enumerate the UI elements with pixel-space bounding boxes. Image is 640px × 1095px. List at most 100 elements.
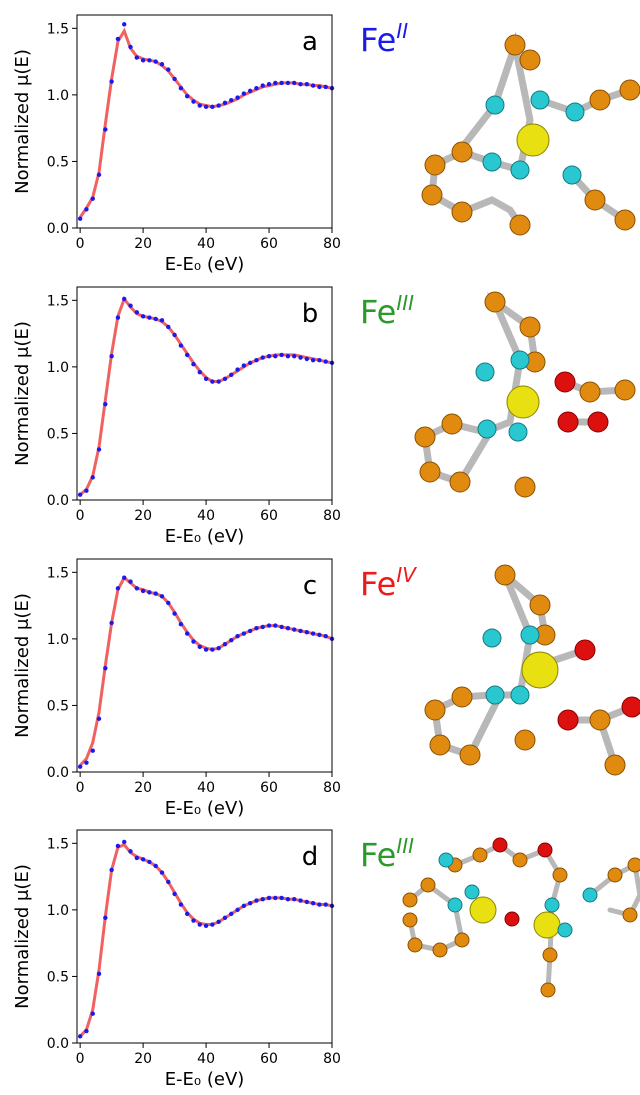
y-tick-label: 1.0 [47, 360, 69, 376]
data-point [254, 86, 258, 90]
data-point [97, 173, 101, 177]
plot-frame [77, 15, 332, 228]
data-point [311, 83, 315, 87]
data-point [135, 310, 139, 314]
data-point [78, 216, 82, 220]
data-point [210, 105, 214, 109]
data-point [154, 591, 158, 595]
data-point [154, 59, 158, 63]
data-point [135, 55, 139, 59]
atom [534, 912, 560, 938]
data-point [147, 860, 151, 864]
y-tick-label: 0.0 [47, 765, 69, 781]
data-point [279, 625, 283, 629]
data-point [103, 916, 107, 920]
data-point [166, 601, 170, 605]
data-point [141, 589, 145, 593]
figure: 0.00.51.01.5020406080aE-E₀ (eV)Normalize… [0, 0, 640, 1095]
data-point [216, 103, 220, 107]
y-tick-label: 0.5 [47, 154, 69, 170]
data-point [210, 647, 214, 651]
data-point [229, 98, 233, 102]
data-point [235, 908, 239, 912]
y-tick-label: 1.0 [47, 632, 69, 648]
data-point [147, 58, 151, 62]
x-tick-label: 60 [260, 508, 278, 524]
data-point [298, 898, 302, 902]
data-point [109, 868, 113, 872]
data-point [84, 488, 88, 492]
atom [522, 652, 558, 688]
plot-frame [77, 559, 332, 772]
data-point [160, 318, 164, 322]
data-point [242, 363, 246, 367]
data-point [78, 1034, 82, 1038]
data-point [317, 358, 321, 362]
data-point [317, 85, 321, 89]
y-axis-label: Normalized μ(E) [12, 593, 33, 738]
data-point [116, 37, 120, 41]
data-point [292, 81, 296, 85]
molecule [422, 35, 640, 235]
data-point [116, 586, 120, 590]
data-point [185, 912, 189, 916]
data-point [286, 626, 290, 630]
data-point [248, 629, 252, 633]
data-point [122, 297, 126, 301]
data-point [242, 91, 246, 95]
data-point [103, 666, 107, 670]
data-point [128, 579, 132, 583]
data-point [191, 362, 195, 366]
data-point [216, 379, 220, 383]
data-point [210, 379, 214, 383]
data-point [91, 749, 95, 753]
element: Fe [360, 293, 396, 331]
data-point [109, 79, 113, 83]
data-point [254, 626, 258, 630]
data-point [103, 127, 107, 131]
data-point [229, 912, 233, 916]
y-tick-label: 1.5 [47, 293, 69, 309]
data-point [128, 45, 132, 49]
data-point [273, 896, 277, 900]
data-point [166, 880, 170, 884]
y-tick-label: 0.5 [47, 698, 69, 714]
data-point [185, 94, 189, 98]
x-tick-label: 60 [260, 1051, 278, 1067]
data-point [286, 81, 290, 85]
molecule [415, 292, 635, 497]
data-point [223, 642, 227, 646]
data-point [172, 77, 176, 81]
data-point [273, 623, 277, 627]
x-tick-label: 60 [260, 236, 278, 252]
data-point [317, 902, 321, 906]
data-point [223, 916, 227, 920]
data-point [84, 1029, 88, 1033]
atom [507, 386, 539, 418]
data-point [279, 896, 283, 900]
data-point [191, 918, 195, 922]
atom [470, 897, 496, 923]
fit-line [80, 299, 332, 495]
fit-line [80, 31, 332, 217]
data-point [305, 82, 309, 86]
y-tick-label: 1.5 [47, 565, 69, 581]
x-axis-label: E-E₀ (eV) [165, 798, 245, 819]
data-point [154, 317, 158, 321]
molecule [425, 565, 640, 775]
y-tick-label: 1.5 [47, 836, 69, 852]
species-label: FeII [360, 19, 408, 59]
data-point [324, 634, 328, 638]
x-tick-label: 60 [260, 780, 278, 796]
y-tick-label: 0.0 [47, 1036, 69, 1052]
data-point [141, 314, 145, 318]
atoms [403, 838, 640, 997]
data-point [210, 922, 214, 926]
data-point [216, 920, 220, 924]
x-tick-label: 0 [76, 780, 85, 796]
data-point [324, 85, 328, 89]
data-point [103, 402, 107, 406]
data-point [254, 898, 258, 902]
data-point [97, 447, 101, 451]
x-tick-label: 40 [197, 780, 215, 796]
